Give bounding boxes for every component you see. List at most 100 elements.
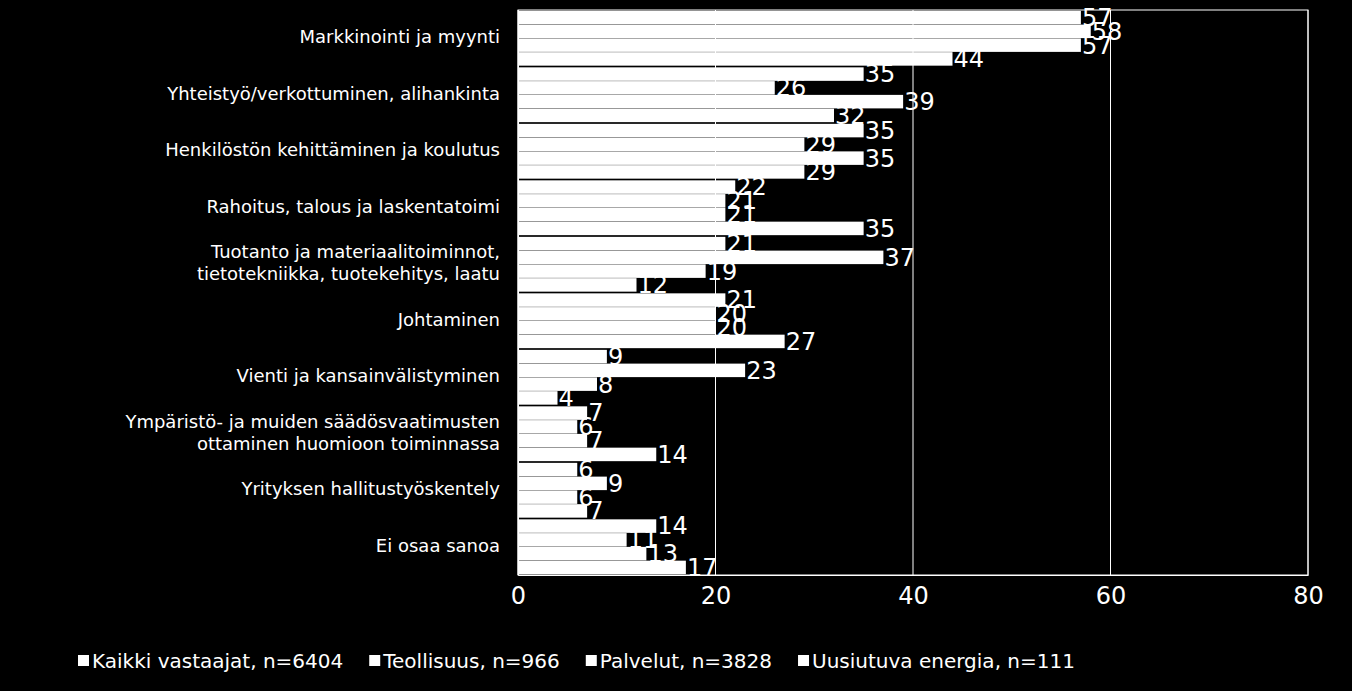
- category-label: Markkinointi ja myynti: [300, 26, 500, 47]
- data-label: 21: [726, 201, 757, 229]
- data-label: 35: [865, 60, 896, 88]
- bar: [518, 377, 597, 390]
- data-label: 37: [884, 244, 915, 272]
- chart: 5735352221219761458262921372023691157393…: [0, 0, 1352, 691]
- plot-frame: [518, 10, 1308, 575]
- category-label: Ympäristö- ja muiden säädösvaatimustenot…: [124, 411, 500, 454]
- data-label: 35: [865, 145, 896, 173]
- bar: [518, 490, 577, 503]
- tick: Yrityksen hallitustyöskentely: [240, 478, 518, 499]
- data-label: 6: [578, 456, 593, 484]
- data-label: 14: [657, 512, 688, 540]
- legend-label: Uusiutuva energia, n=111: [812, 649, 1075, 673]
- legend-swatch: [586, 655, 597, 666]
- data-label: 9: [608, 343, 623, 371]
- bar: [518, 264, 706, 277]
- category-label: Ei osaa sanoa: [376, 535, 500, 556]
- bar: [518, 208, 725, 221]
- bar: [518, 434, 587, 447]
- bar: [518, 25, 1091, 38]
- bar: [518, 504, 587, 517]
- bar: [518, 81, 775, 94]
- data-label: 35: [865, 117, 896, 145]
- category-label: Yrityksen hallitustyöskentely: [240, 478, 500, 499]
- legend-item: Palvelut, n=3828: [586, 649, 772, 673]
- legend-item: Kaikki vastaajat, n=6404: [78, 649, 343, 673]
- data-label: 39: [904, 88, 935, 116]
- bar: [518, 138, 804, 151]
- bar: [518, 109, 834, 122]
- bar: [518, 67, 864, 80]
- data-label: 7: [588, 427, 603, 455]
- x-axis-line: [519, 575, 1309, 576]
- data-label: 29: [805, 158, 836, 186]
- data-label: 32: [835, 102, 866, 130]
- plot: 5735352221219761458262921372023691157393…: [124, 4, 1323, 610]
- data-label: 20: [717, 314, 748, 342]
- legend-item: Teollisuus, n=966: [369, 649, 560, 673]
- tick: 20: [701, 575, 732, 610]
- data-label: 27: [786, 328, 817, 356]
- legend-label: Kaikki vastaajat, n=6404: [92, 649, 343, 673]
- category-label: Vienti ja kansainvälistyminen: [237, 365, 501, 386]
- bar: [518, 293, 725, 306]
- bar: [518, 406, 587, 419]
- category-label: Yhteistyö/verkottuminen, alihankinta: [166, 83, 500, 104]
- tick-label: 80: [1293, 582, 1324, 610]
- tick: Tuotanto ja materiaalitoiminnot,tietotek…: [197, 241, 518, 284]
- data-label: 17: [687, 554, 718, 582]
- data-label: 21: [726, 230, 757, 258]
- bar: [518, 237, 725, 250]
- data-label: 8: [598, 371, 613, 399]
- category-label: Rahoitus, talous ja laskentatoimi: [206, 196, 500, 217]
- bars: [518, 11, 1091, 574]
- legend-swatch: [798, 655, 809, 666]
- category-label: Johtaminen: [397, 309, 500, 330]
- tick: Markkinointi ja myynti: [300, 26, 518, 47]
- data-label: 4: [559, 384, 574, 412]
- x-axis: 0 20 40 60 80: [511, 575, 1324, 610]
- bar: [518, 321, 716, 334]
- data-label: 19: [707, 258, 738, 286]
- bar: [518, 11, 1081, 24]
- legend-swatch: [369, 655, 380, 666]
- data-label: 29: [805, 131, 836, 159]
- tick: 40: [898, 575, 929, 610]
- data-label: 13: [647, 540, 678, 568]
- bar: [518, 463, 577, 476]
- bar: [518, 364, 745, 377]
- data-label: 26: [776, 74, 807, 102]
- y-axis-line: [518, 11, 519, 576]
- grid: [518, 10, 1308, 575]
- bar: [518, 477, 607, 490]
- bar: [518, 194, 725, 207]
- data-label: 23: [746, 357, 777, 385]
- tick-label: 40: [898, 582, 929, 610]
- legend-label: Teollisuus, n=966: [382, 649, 560, 673]
- bar: [518, 307, 716, 320]
- y-axis: Markkinointi ja myynti Yhteistyö/verkottu…: [124, 11, 518, 576]
- bar: [518, 251, 883, 264]
- data-label: 57: [1082, 32, 1113, 60]
- legend-item: Uusiutuva energia, n=111: [798, 649, 1075, 673]
- tick: Yhteistyö/verkottuminen, alihankinta: [166, 83, 518, 104]
- legend: Kaikki vastaajat, n=6404 Teollisuus, n=96…: [78, 649, 1075, 673]
- data-label: 12: [638, 271, 669, 299]
- category-label: Tuotanto ja materiaalitoiminnot,tietotek…: [197, 241, 500, 284]
- tick: Vienti ja kansainvälistyminen: [237, 365, 519, 386]
- legend-label: Palvelut, n=3828: [600, 649, 772, 673]
- bar: [518, 180, 735, 193]
- bar: [518, 38, 1081, 51]
- data-label: 14: [657, 441, 688, 469]
- tick: 80: [1293, 575, 1324, 610]
- tick-label: 0: [511, 582, 526, 610]
- bar: [518, 222, 864, 235]
- bar: [518, 350, 607, 363]
- grid-line: [715, 10, 716, 575]
- bar: [518, 278, 637, 291]
- bar: [518, 533, 627, 546]
- legend-swatch: [78, 655, 89, 666]
- tick: Johtaminen: [397, 309, 518, 330]
- data-labels: 5735352221219761458262921372023691157393…: [559, 4, 1123, 582]
- tick-label: 60: [1096, 582, 1127, 610]
